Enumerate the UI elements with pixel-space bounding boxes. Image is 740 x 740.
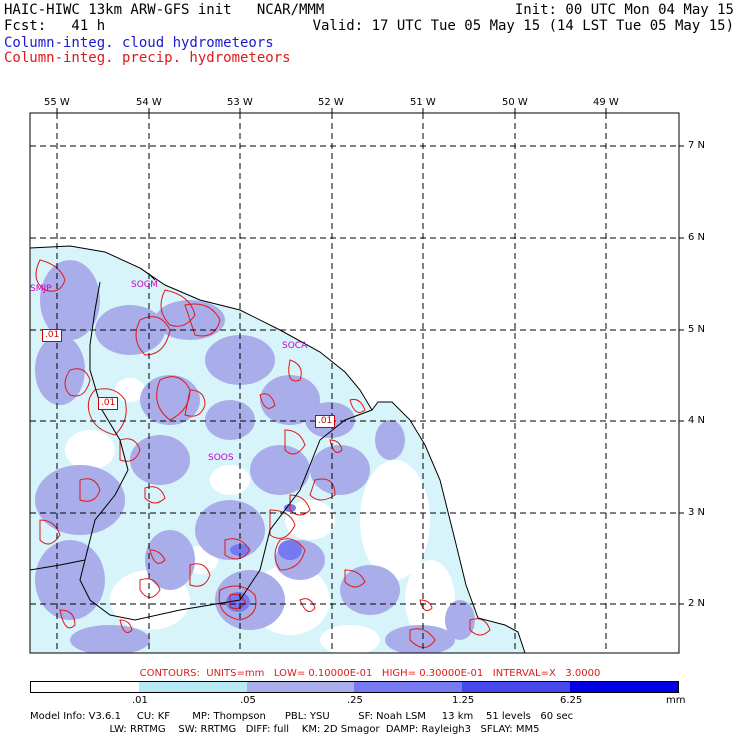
- scale-label-1: .05: [240, 695, 256, 706]
- scale-label-2: .25: [347, 695, 363, 706]
- valid-time: Valid: 17 UTC Tue 05 May 15 (14 LST Tue …: [312, 18, 734, 34]
- station-label-soos: SOOS: [208, 453, 234, 463]
- border-line-west: [30, 559, 86, 571]
- station-label-smjp: SMJP: [30, 284, 52, 294]
- scale-segment-2: [246, 682, 355, 692]
- scale-segment-5: [570, 682, 678, 692]
- scale-segment-0: [31, 682, 139, 692]
- scale-label-4: 6.25: [560, 695, 583, 706]
- contour-value-label: .01: [315, 415, 336, 428]
- precip-contours: [35, 259, 491, 648]
- lat-label-4n: 4 N: [688, 415, 706, 426]
- scale-segment-1: [138, 682, 247, 692]
- contour-value-label: .01: [42, 329, 63, 342]
- init-time: Init: 00 UTC Mon 04 May 15: [514, 2, 734, 18]
- scale-label-0: .01: [132, 695, 148, 706]
- station-label-soca: SOCA: [282, 341, 308, 351]
- scale-label-3: 1.25: [452, 695, 475, 706]
- contours-legend: CONTOURS: UNITS=mm LOW= 0.10000E-01 HIGH…: [139, 668, 601, 679]
- model-info-line-2: LW: RRTMG SW: RRTMG DIFF: full KM: 2D Sm…: [30, 724, 540, 735]
- border-line: [79, 281, 373, 621]
- field-precip-label: Column-integ. precip. hydrometeors: [4, 50, 291, 66]
- field-cloud-label: Column-integ. cloud hydrometeors: [4, 35, 274, 51]
- lon-label-49w: 49 W: [593, 97, 619, 108]
- lon-label-55w: 55 W: [44, 97, 70, 108]
- header-title: HAIC-HIWC 13km ARW-GFS init NCAR/MMM: [4, 2, 325, 18]
- lat-label-2n: 2 N: [688, 598, 706, 609]
- lon-label-50w: 50 W: [502, 97, 528, 108]
- lat-label-5n: 5 N: [688, 324, 706, 335]
- lat-label-3n: 3 N: [688, 507, 706, 518]
- lat-label-6n: 6 N: [688, 232, 706, 243]
- color-scale-bar: [30, 681, 679, 693]
- model-info-line-1: Model Info: V3.6.1 CU: KF MP: Thompson P…: [30, 711, 574, 722]
- forecast-hour: Fcst: 41 h: [4, 18, 106, 34]
- lon-label-52w: 52 W: [318, 97, 344, 108]
- contour-value-label: .01: [98, 397, 119, 410]
- axis-ticks: [56, 108, 684, 605]
- lat-lon-grid: [30, 113, 679, 653]
- scale-segment-3: [354, 682, 463, 692]
- lon-label-54w: 54 W: [136, 97, 162, 108]
- scale-segment-4: [462, 682, 571, 692]
- map-frame: [29, 112, 680, 654]
- lon-label-53w: 53 W: [227, 97, 253, 108]
- lat-label-7n: 7 N: [688, 140, 706, 151]
- cloud-shade-strong: [226, 504, 302, 612]
- lon-label-51w: 51 W: [410, 97, 436, 108]
- station-label-socm: SOCM: [131, 280, 158, 290]
- scale-units: mm: [666, 695, 686, 706]
- border-line-north: [139, 267, 156, 281]
